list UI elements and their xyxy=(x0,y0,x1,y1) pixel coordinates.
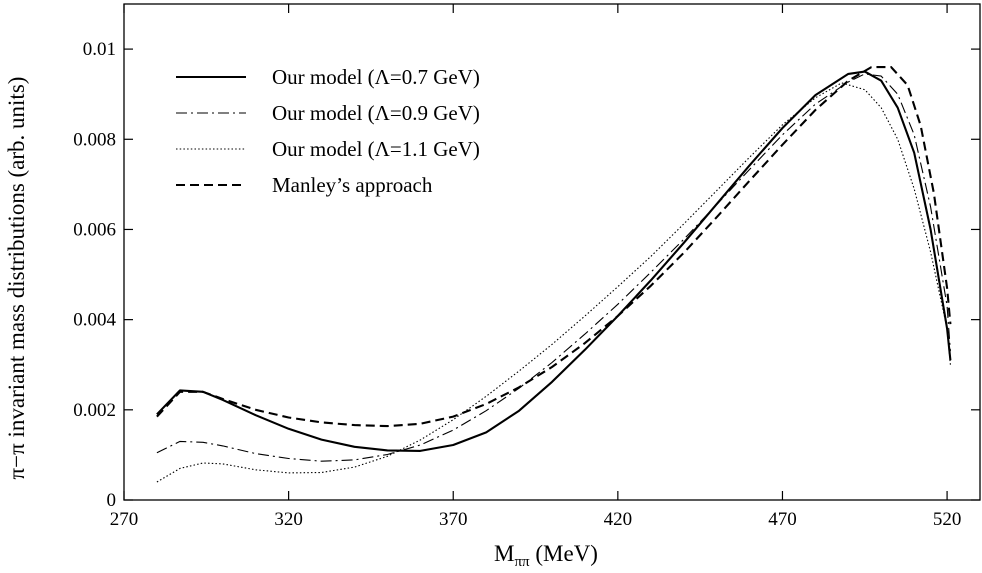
series-lines xyxy=(156,66,952,483)
legend-label-2: Our model (Λ=0.9 GeV) xyxy=(272,101,480,125)
y-tick-label: 0.002 xyxy=(73,400,116,421)
legend-label-1: Our model (Λ=0.7 GeV) xyxy=(272,65,480,89)
y-tick-label: 0 xyxy=(107,490,117,511)
x-axis-title-main: M xyxy=(494,541,514,566)
x-tick-label: 470 xyxy=(768,509,797,530)
legend-label-3: Our model (Λ=1.1 GeV) xyxy=(272,137,480,161)
x-axis-title-subscript: ππ xyxy=(514,554,530,570)
y-axis-title: π−π invariant mass distributions (arb. u… xyxy=(4,77,29,480)
x-tick-label: 370 xyxy=(439,509,468,530)
y-tick-label: 0.004 xyxy=(73,310,116,331)
x-tick-label: 520 xyxy=(933,509,962,530)
legend-label-4: Manley’s approach xyxy=(272,173,433,197)
legend: Our model (Λ=0.7 GeV) Our model (Λ=0.9 Ge… xyxy=(176,65,480,197)
x-tick-label: 420 xyxy=(604,509,633,530)
x-tick-label: 320 xyxy=(274,509,303,530)
y-tick-label: 0.01 xyxy=(83,39,116,60)
x-axis-title-unit: (MeV) xyxy=(530,541,598,566)
x-tick-label: 270 xyxy=(110,509,139,530)
y-tick-label: 0.006 xyxy=(73,219,116,240)
x-axis-title: Mππ (MeV) xyxy=(494,541,598,570)
series-line-1 xyxy=(156,70,952,452)
axis-ticks: 270 320 370 420 470 520 0 0.002 0.004 0.006 0.008 0… xyxy=(73,4,980,530)
plot-area xyxy=(123,3,981,501)
series-line-4 xyxy=(156,66,952,428)
plot-frame xyxy=(123,3,981,501)
y-tick-label: 0.008 xyxy=(73,129,116,150)
series-line-2 xyxy=(156,73,951,462)
